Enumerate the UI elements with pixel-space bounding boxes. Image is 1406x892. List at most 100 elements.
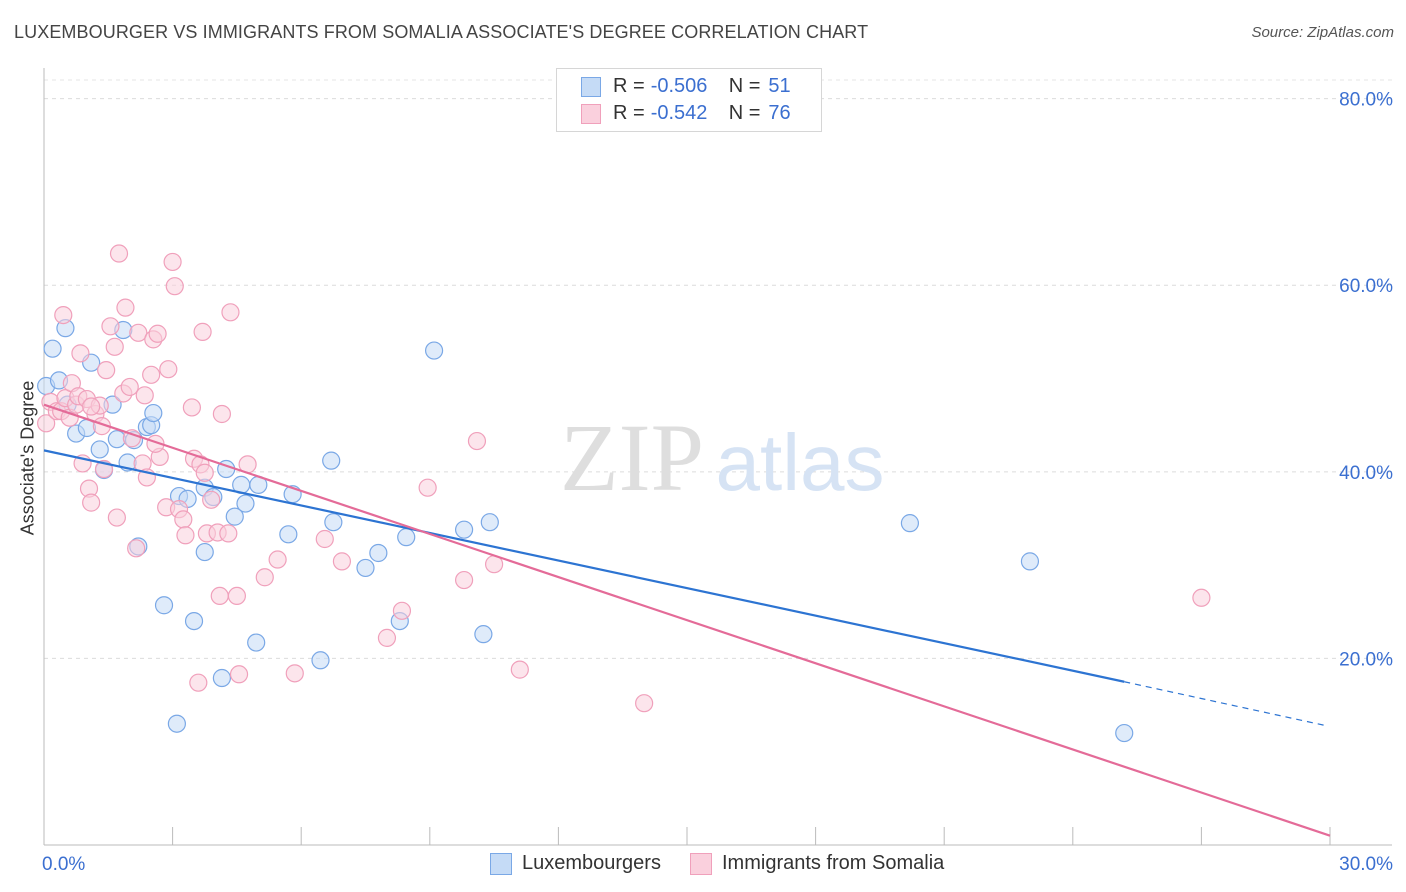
somalia-point [122,429,141,448]
correlation-legend: R = -0.506 N = 51 R = -0.542 N = 76 [556,68,822,132]
x-tick-label: 0.0% [42,854,85,875]
series-swatch-pink [690,852,712,875]
luxembourger-point [900,514,920,533]
y-axis-label: Associate's Degree [17,380,38,536]
luxembourger-point [212,668,231,688]
somalia-point [255,568,274,587]
somalia-point [105,337,124,356]
chart-source: Source: ZipAtlas.com [1251,24,1394,41]
legend-r-value: -0.506 [650,75,708,97]
luxembourger-point [1115,723,1134,743]
somalia-point [210,586,229,606]
somalia-point [221,303,240,322]
data-points [37,244,1211,743]
somalia-point [109,244,129,263]
luxembourger-point [279,525,298,544]
somalia-point [202,490,221,509]
luxembourger-point [225,507,244,526]
somalia-point [212,404,231,424]
somalia-point [315,529,334,549]
somalia-point [163,252,182,272]
chart-title: LUXEMBOURGER VS IMMIGRANTS FROM SOMALIA … [14,22,869,42]
somalia-point [54,305,73,325]
watermark-atlas: atlas [716,418,885,507]
somalia-point [82,397,101,416]
somalia-point [176,526,195,545]
somalia-point [193,322,212,341]
somalia-trend-line [43,403,1331,837]
series-swatch-blue [490,852,512,875]
somalia-point [129,323,148,342]
y-tick-label: 80.0% [1339,90,1393,111]
somalia-point [135,386,154,405]
axes [43,68,1392,846]
luxembourger-point [236,494,255,513]
luxembourger-point [43,339,62,358]
luxembourger-point [397,528,416,547]
somalia-point [97,361,116,380]
somalia-point [635,694,654,713]
legend-n-value: 76 [768,102,791,124]
somalia-point [159,360,178,379]
series-name: Luxembourgers [522,852,661,874]
somalia-point [219,524,238,543]
legend-row-somalia: R = -0.542 N = 76 [581,102,791,125]
y-tick-label: 60.0% [1339,276,1393,297]
luxembourger-point [154,596,174,615]
luxembourger-point [324,513,343,532]
somalia-point [227,586,246,606]
somalia-point [101,317,120,336]
luxembourger-point [107,430,126,449]
luxembourger-point [184,611,204,631]
luxembourger-point [356,558,375,578]
somalia-point [285,664,304,683]
somalia-point [268,550,287,569]
somalia-point [82,493,101,512]
somalia-point [182,398,201,417]
somalia-point [142,365,161,384]
somalia-point [148,324,167,343]
series-name: Immigrants from Somalia [722,852,945,874]
luxembourger-point [195,542,214,562]
somalia-point [195,463,214,482]
luxembourger-point [369,543,388,563]
legend-r-value: -0.542 [650,102,708,124]
x-tick-label: 30.0% [1339,854,1393,875]
legend-r-label: R = [613,102,645,124]
luxembourger-point [90,440,109,459]
somalia-point [1192,588,1211,607]
somalia-point [127,539,146,558]
somalia-point [189,673,208,692]
luxembourger-point [247,633,266,652]
luxembourger-point [322,451,341,470]
legend-swatch-blue [581,76,601,97]
y-tick-label: 20.0% [1339,649,1393,670]
somalia-point [229,665,249,684]
somalia-point [165,277,184,296]
trend-lines [43,403,1331,837]
somalia-point [467,431,487,451]
luxembourger-point [480,513,499,532]
legend-swatch-pink [581,103,601,124]
tick-labels: 20.0% 40.0% 60.0% 80.0% 0.0% 30.0% [42,90,1393,875]
somalia-point [392,601,412,620]
luxembourger-trend-line [43,449,1125,683]
somalia-point [377,628,397,647]
legend-r-label: R = [613,75,645,97]
somalia-point [120,377,139,397]
luxembourger-point [424,341,444,360]
somalia-point [37,414,56,433]
series-legend-somalia[interactable]: Immigrants from Somalia [690,852,944,875]
luxembourger-point [144,403,163,423]
y-tick-label: 40.0% [1339,463,1393,484]
gridlines [44,79,1392,659]
somalia-point [116,298,135,317]
somalia-point [71,344,90,363]
somalia-point [332,552,352,571]
somalia-point [107,508,126,527]
series-legend-luxembourgers[interactable]: Luxembourgers [490,852,661,875]
watermark-zip: ZIP [560,404,704,511]
luxembourger-point [474,625,493,644]
legend-n-label: N = [728,75,761,97]
luxembourger-point [167,714,186,733]
